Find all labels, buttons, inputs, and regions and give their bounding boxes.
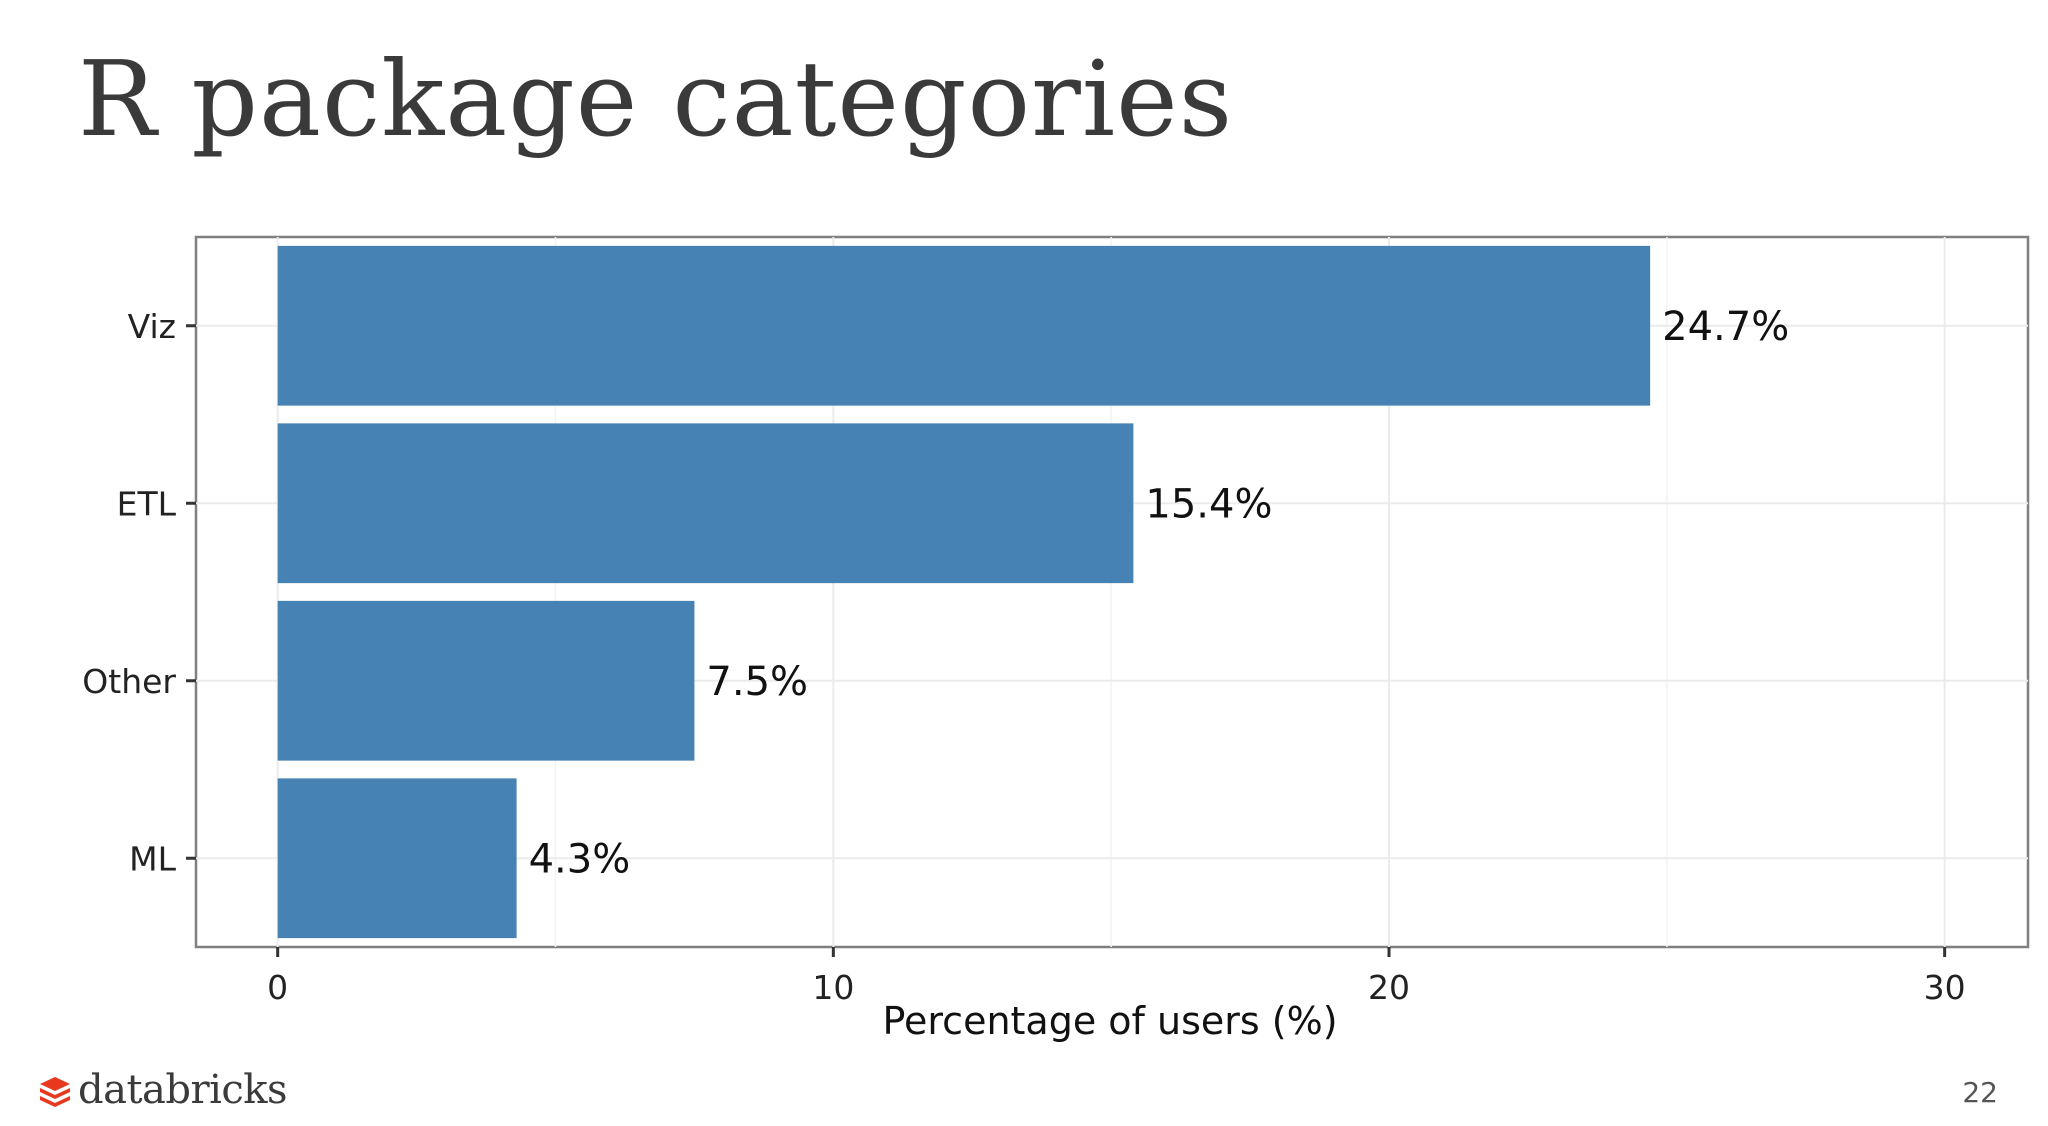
slide-title: R package categories: [78, 38, 1234, 160]
y-tick-label-ml: ML: [129, 839, 176, 878]
bar-viz: [277, 245, 1651, 406]
bar-ml: [277, 778, 517, 939]
page-number: 22: [1962, 1076, 1998, 1109]
x-tick-label: 10: [812, 968, 854, 1007]
x-tick-label: 20: [1368, 968, 1410, 1007]
y-axis: Viz ETL Other ML: [82, 307, 196, 878]
data-label-viz: 24.7%: [1662, 304, 1789, 350]
x-tick-label: 30: [1924, 968, 1966, 1007]
y-tick-label-etl: ETL: [117, 484, 177, 523]
x-axis: 0 10 20 30: [267, 947, 1966, 1007]
data-label-etl: 15.4%: [1145, 481, 1272, 527]
logo-text: databricks: [78, 1067, 288, 1113]
bars: [277, 245, 1651, 939]
databricks-logo: databricks: [38, 1067, 288, 1113]
x-tick-label: 0: [267, 968, 288, 1007]
data-label-other: 7.5%: [706, 659, 808, 705]
data-label-ml: 4.3%: [529, 836, 631, 882]
data-labels: 24.7% 15.4% 7.5% 4.3%: [529, 304, 1790, 883]
bar-other: [277, 600, 695, 761]
y-tick-label-other: Other: [82, 662, 176, 701]
x-axis-title: Percentage of users (%): [882, 999, 1337, 1043]
databricks-logo-icon: [40, 1077, 70, 1107]
bar-etl: [277, 423, 1134, 584]
y-tick-label-viz: Viz: [128, 307, 176, 346]
